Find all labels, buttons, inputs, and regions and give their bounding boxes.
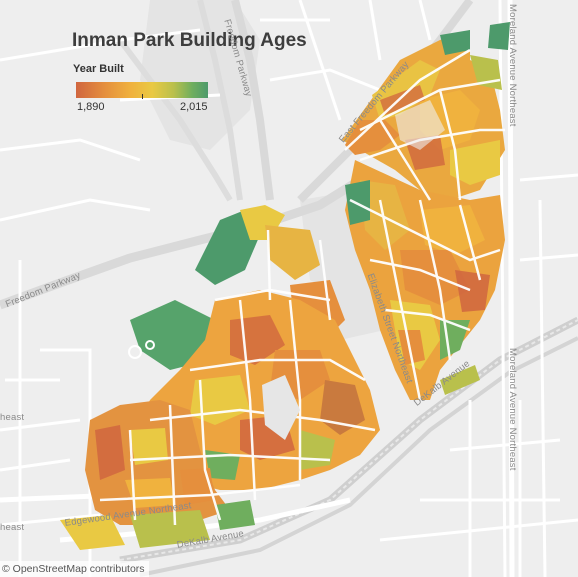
- map-title: Inman Park Building Ages: [72, 30, 307, 51]
- legend-color-ramp[interactable]: [76, 82, 208, 98]
- street-label-northeast-left-1: heast: [0, 412, 25, 423]
- map-attribution[interactable]: © OpenStreetMap contributors: [0, 561, 149, 577]
- street-label-northeast-left-2: heast: [0, 522, 25, 533]
- legend-max-label: 2,015: [180, 101, 208, 113]
- legend-title: Year Built: [73, 63, 124, 75]
- legend-min-label: 1,890: [77, 101, 105, 113]
- street-label-moreland-top: Moreland Avenue Northeast: [507, 4, 518, 127]
- street-label-moreland-bottom: Moreland Avenue Northeast: [507, 348, 518, 471]
- legend-tick: [142, 94, 143, 99]
